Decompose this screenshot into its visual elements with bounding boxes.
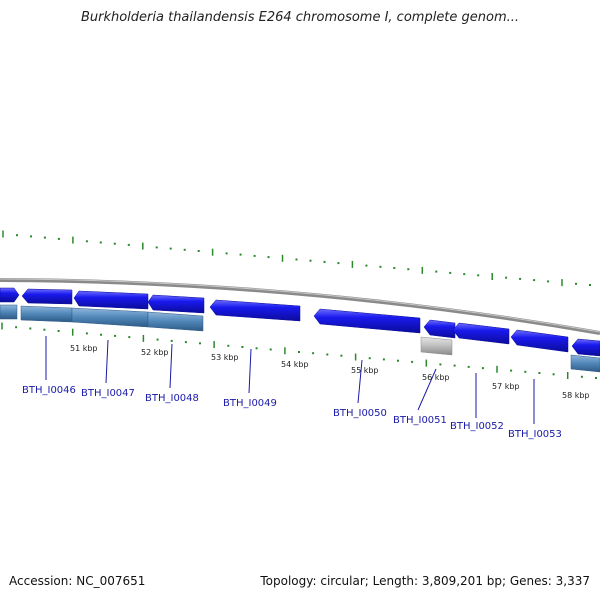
map-title: Burkholderia thailandensis E264 chromoso… [80,10,520,25]
kbp-tick-labels: 51 kbp 52 kbp 53 kbp 54 kbp 55 kbp 56 kb… [70,344,590,400]
gene-block-reverse-3[interactable] [147,311,204,332]
gene-arrow-left-edge[interactable] [0,287,20,303]
gene-label-bth-i0050[interactable]: BTH_I0050 [333,408,387,419]
gene-arrow-bth-i0050[interactable] [313,308,421,334]
chromosome-backbone [0,278,600,335]
gene-label-bth-i0052[interactable]: BTH_I0052 [450,421,504,432]
gene-arrow-bth-i0052[interactable] [452,322,510,345]
accession-text: Accession: NC_007651 [9,574,146,588]
tick-label-53kbp: 53 kbp [211,353,239,362]
tick-label-55kbp: 55 kbp [351,366,379,375]
leader-line-bth-i0050 [357,359,363,404]
genome-summary-text: Topology: circular; Length: 3,809,201 bp… [260,574,590,588]
gene-label-bth-i0053[interactable]: BTH_I0053 [508,429,562,440]
gene-arrow-bth-i0046[interactable] [21,288,73,305]
gene-block-reverse-right[interactable] [570,354,600,373]
leader-line-bth-i0051 [417,368,437,411]
gene-block-reverse-2[interactable] [71,307,149,328]
gene-arrow-bth-i0048[interactable] [147,294,205,314]
tick-label-58kbp: 58 kbp [562,391,590,400]
leader-line-bth-i0048 [169,343,173,389]
gene-arrow-bth-i0051[interactable] [423,319,456,339]
gene-label-bth-i0051[interactable]: BTH_I0051 [393,415,447,426]
gene-block-reverse-1[interactable] [20,305,73,323]
tick-label-56kbp: 56 kbp [422,373,450,382]
tick-label-52kbp: 52 kbp [141,348,169,357]
gene-block-pseudo[interactable] [420,336,453,356]
gene-arrow-bth-i0049[interactable] [209,299,301,322]
gene-labels: BTH_I0046 BTH_I0047 BTH_I0048 BTH_I0049 … [22,385,562,440]
tick-label-57kbp: 57 kbp [492,382,520,391]
chromosome-backbone-highlight [0,278,600,333]
gene-arrow-right-edge[interactable] [571,338,600,357]
outer-tick-marks [2,230,591,287]
gene-arrow-bth-i0047[interactable] [73,290,149,310]
gene-leader-lines [45,336,535,424]
inner-tick-marks [1,322,597,379]
gene-label-bth-i0049[interactable]: BTH_I0049 [223,398,277,409]
leader-line-bth-i0049 [248,348,252,394]
gene-label-bth-i0047[interactable]: BTH_I0047 [81,388,135,399]
tick-label-51kbp: 51 kbp [70,344,98,353]
gene-arrow-bth-i0053[interactable] [510,329,569,353]
tick-label-54kbp: 54 kbp [281,360,309,369]
gene-block-reverse-left[interactable] [0,304,18,320]
leader-line-bth-i0047 [105,339,109,384]
gene-features [0,287,600,373]
gene-label-bth-i0048[interactable]: BTH_I0048 [145,393,199,404]
gene-label-bth-i0046[interactable]: BTH_I0046 [22,385,76,396]
